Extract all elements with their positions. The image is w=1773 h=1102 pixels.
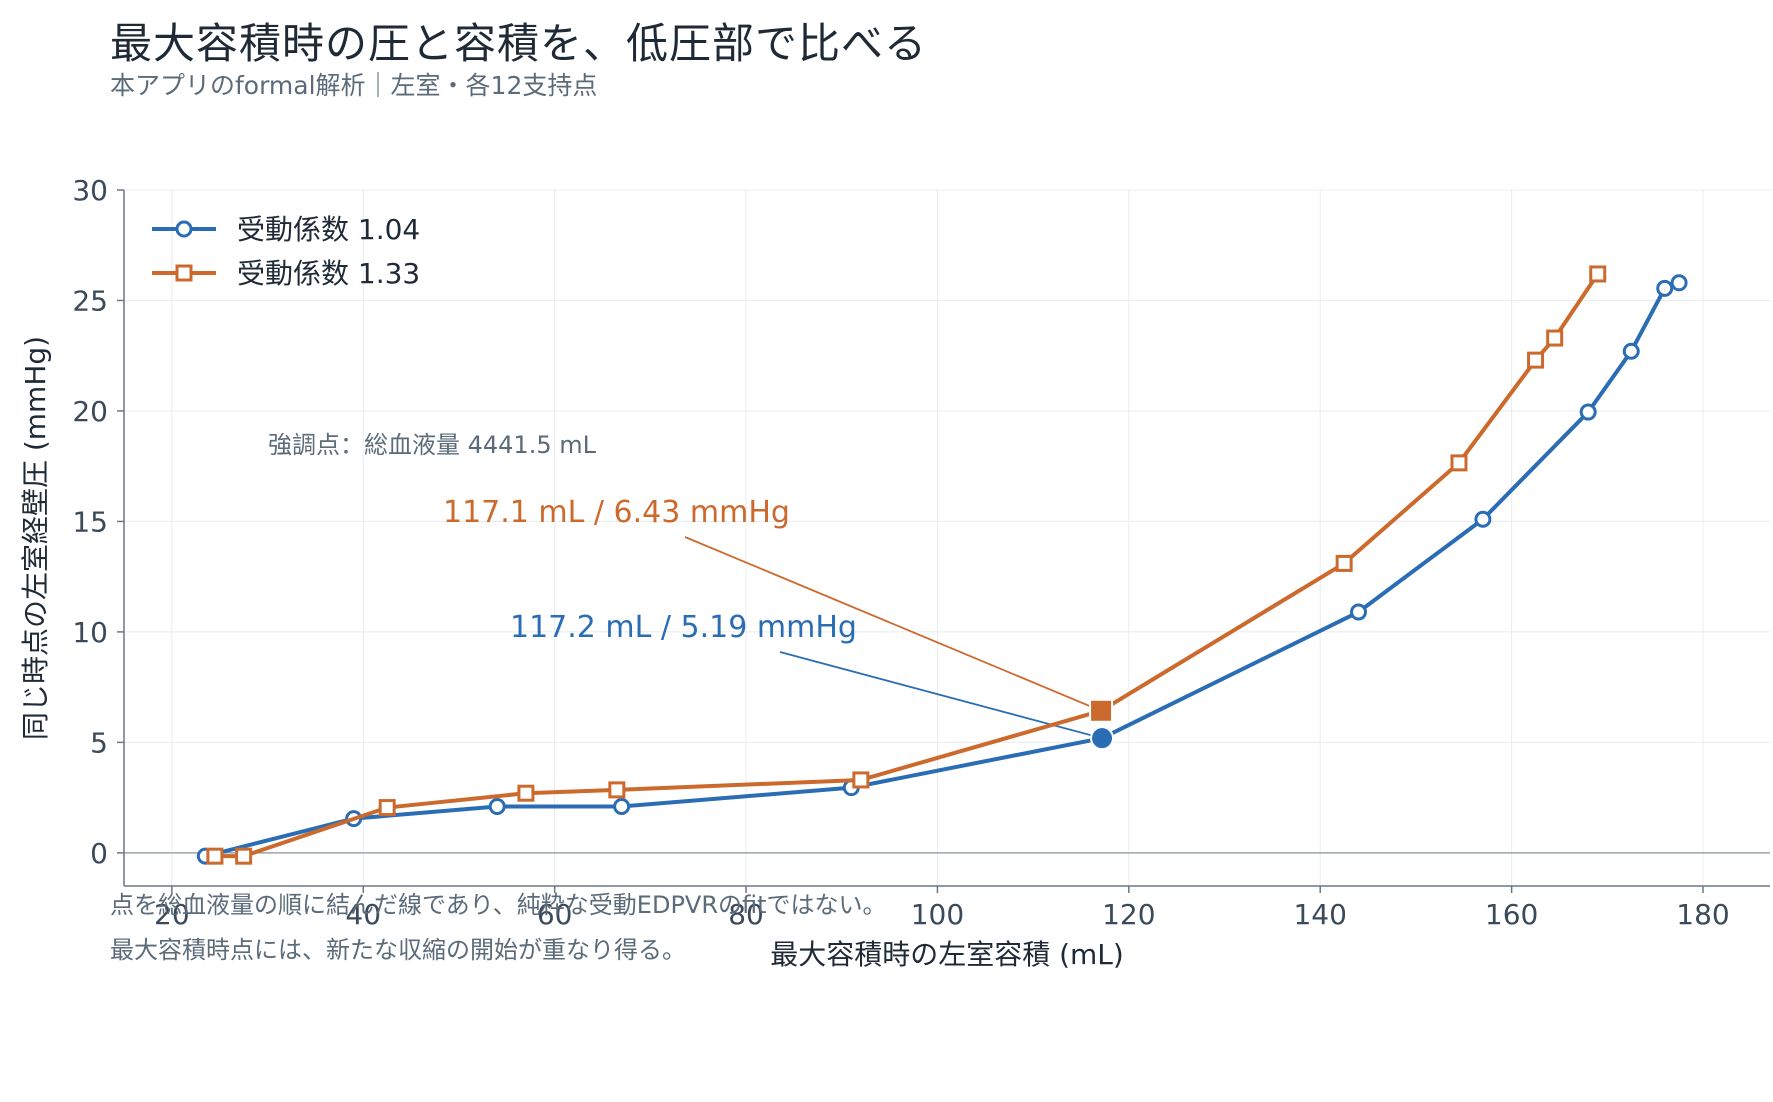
data-point-2 bbox=[206, 847, 224, 865]
x-tick-label: 100 bbox=[911, 898, 964, 931]
data-point-1 bbox=[488, 797, 506, 815]
y-tick-label: 10 bbox=[72, 616, 108, 649]
x-tick-label: 20 bbox=[154, 898, 190, 931]
y-tick-label: 15 bbox=[72, 505, 108, 538]
data-point-1 bbox=[613, 797, 631, 815]
x-tick-label: 180 bbox=[1676, 898, 1729, 931]
x-tick-label: 60 bbox=[537, 898, 573, 931]
data-point-2 bbox=[608, 781, 626, 799]
data-point-2 bbox=[852, 771, 870, 789]
legend-label-1: 受動係数 1.04 bbox=[237, 213, 420, 246]
x-tick-label: 40 bbox=[345, 898, 381, 931]
legend-label-2: 受動係数 1.33 bbox=[237, 257, 420, 290]
annotation-label-blue: 117.2 mL / 5.19 mmHg bbox=[510, 610, 857, 645]
chart-title: 最大容積時の圧と容積を、低圧部で比べる bbox=[110, 19, 928, 68]
x-axis-label: 最大容積時の左室容積 (mL) bbox=[770, 938, 1124, 971]
data-point-2 bbox=[1546, 329, 1564, 347]
x-tick-label: 120 bbox=[1102, 898, 1155, 931]
x-tick-label: 140 bbox=[1293, 898, 1346, 931]
highlight-point-1 bbox=[1090, 726, 1115, 751]
data-point-1 bbox=[1670, 274, 1688, 292]
data-point-2 bbox=[1589, 265, 1607, 283]
data-point-2 bbox=[517, 784, 535, 802]
series-line-1 bbox=[204, 280, 1680, 859]
data-point-1 bbox=[1474, 510, 1492, 528]
data-point-1 bbox=[1350, 603, 1367, 621]
data-point-1 bbox=[1656, 279, 1674, 297]
data-point-2 bbox=[378, 799, 396, 817]
data-point-1 bbox=[1579, 403, 1597, 421]
y-tick-label: 0 bbox=[90, 837, 108, 870]
annotation-leader-blue bbox=[779, 651, 1103, 740]
highlight-point-2 bbox=[1089, 698, 1114, 723]
data-point-2 bbox=[235, 847, 253, 865]
legend-marker-1 bbox=[175, 220, 193, 238]
y-tick-label: 5 bbox=[90, 726, 108, 759]
data-point-2 bbox=[1335, 554, 1353, 572]
highlight-note: 強調点：総血液量 4441.5 mL bbox=[268, 431, 597, 459]
footnote-line-1: 点を総血液量の順に結んだ線であり、純粋な受動EDPVRのfitではない。 bbox=[110, 891, 887, 919]
data-point-1 bbox=[1622, 342, 1640, 360]
annotation-label-orange: 117.1 mL / 6.43 mmHg bbox=[443, 495, 790, 530]
data-point-2 bbox=[1450, 454, 1468, 472]
x-tick-label: 160 bbox=[1485, 898, 1538, 931]
data-point-2 bbox=[1527, 351, 1545, 369]
y-tick-label: 30 bbox=[72, 174, 108, 207]
y-axis-label: 同じ時点の左室経壁圧 (mmHg) bbox=[19, 336, 52, 740]
x-tick-label: 80 bbox=[728, 898, 764, 931]
y-tick-label: 20 bbox=[72, 395, 108, 428]
y-tick-label: 25 bbox=[72, 284, 108, 317]
series-line-2 bbox=[214, 272, 1600, 859]
legend-marker-2 bbox=[175, 264, 193, 282]
footnote-line-2: 最大容積時点には、新たな収縮の開始が重なり得る。 bbox=[110, 936, 686, 964]
chart-subtitle: 本アプリのformal解析｜左室・各12支持点 bbox=[110, 71, 598, 100]
annotation-leader-orange bbox=[684, 536, 1102, 712]
